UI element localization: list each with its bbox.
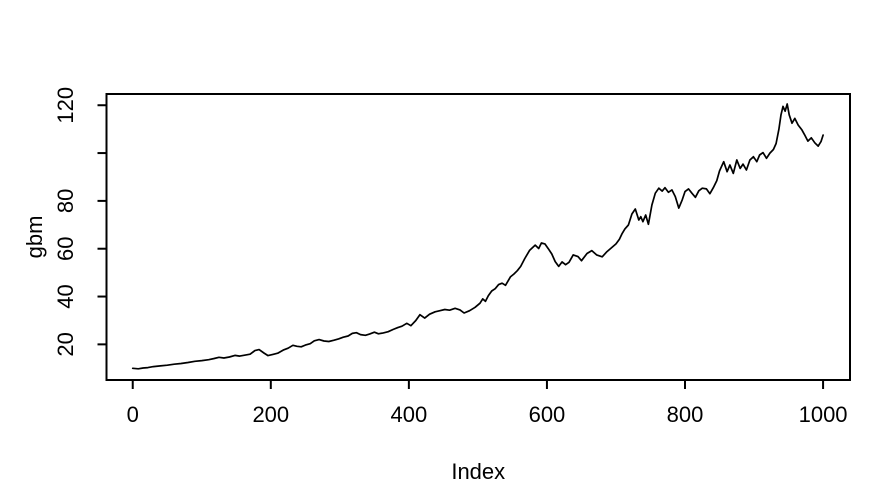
x-axis-title: Index [451, 459, 505, 484]
y-axis-title: gbm [22, 215, 47, 259]
x-tick-label: 200 [252, 402, 289, 427]
x-tick-label: 600 [529, 402, 566, 427]
x-tick-label: 0 [127, 402, 139, 427]
y-tick-label: 20 [53, 332, 78, 356]
y-tick-label: 120 [53, 87, 78, 124]
plot-box [105, 93, 851, 381]
y-tick-label: 60 [53, 236, 78, 260]
gbm-series-line [131, 103, 824, 370]
y-tick-label: 40 [53, 284, 78, 308]
x-tick-label: 1000 [799, 402, 848, 427]
x-tick-label: 800 [667, 402, 704, 427]
x-tick-label: 400 [391, 402, 428, 427]
y-tick-label: 80 [53, 189, 78, 213]
